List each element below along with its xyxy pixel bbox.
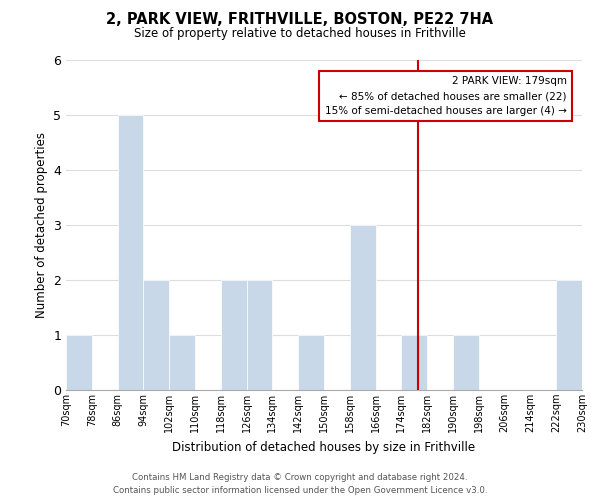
Bar: [350, 225, 376, 390]
Bar: [556, 280, 582, 390]
Text: 2, PARK VIEW, FRITHVILLE, BOSTON, PE22 7HA: 2, PARK VIEW, FRITHVILLE, BOSTON, PE22 7…: [106, 12, 494, 28]
Y-axis label: Number of detached properties: Number of detached properties: [35, 132, 47, 318]
Bar: [298, 335, 324, 390]
Bar: [66, 335, 92, 390]
Bar: [169, 335, 195, 390]
Bar: [118, 115, 143, 390]
Bar: [247, 280, 272, 390]
Text: Size of property relative to detached houses in Frithville: Size of property relative to detached ho…: [134, 28, 466, 40]
Bar: [221, 280, 247, 390]
Bar: [453, 335, 479, 390]
Bar: [401, 335, 427, 390]
Text: Contains HM Land Registry data © Crown copyright and database right 2024.
Contai: Contains HM Land Registry data © Crown c…: [113, 474, 487, 495]
Bar: [143, 280, 169, 390]
Text: 2 PARK VIEW: 179sqm
← 85% of detached houses are smaller (22)
15% of semi-detach: 2 PARK VIEW: 179sqm ← 85% of detached ho…: [325, 76, 566, 116]
X-axis label: Distribution of detached houses by size in Frithville: Distribution of detached houses by size …: [172, 440, 476, 454]
